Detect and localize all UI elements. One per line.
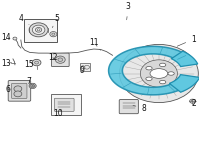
Polygon shape bbox=[171, 51, 198, 67]
Text: 8: 8 bbox=[133, 103, 146, 112]
Circle shape bbox=[35, 27, 42, 32]
FancyBboxPatch shape bbox=[51, 95, 81, 115]
Circle shape bbox=[31, 84, 35, 87]
FancyBboxPatch shape bbox=[119, 100, 138, 114]
Text: 15: 15 bbox=[24, 60, 34, 69]
FancyBboxPatch shape bbox=[54, 98, 74, 111]
Text: 3: 3 bbox=[126, 2, 131, 20]
Ellipse shape bbox=[146, 66, 152, 70]
Text: 5: 5 bbox=[52, 14, 59, 28]
FancyBboxPatch shape bbox=[80, 63, 90, 71]
Ellipse shape bbox=[146, 77, 152, 81]
FancyBboxPatch shape bbox=[8, 81, 31, 101]
FancyBboxPatch shape bbox=[24, 19, 57, 42]
Circle shape bbox=[52, 33, 55, 35]
Circle shape bbox=[35, 61, 39, 64]
Text: 14: 14 bbox=[2, 33, 11, 42]
Text: 11: 11 bbox=[90, 38, 99, 47]
Text: 6: 6 bbox=[5, 85, 10, 94]
Circle shape bbox=[14, 86, 22, 92]
Circle shape bbox=[14, 91, 22, 97]
Circle shape bbox=[50, 32, 57, 37]
Circle shape bbox=[29, 83, 36, 88]
Ellipse shape bbox=[119, 44, 198, 103]
Text: 4: 4 bbox=[19, 14, 29, 25]
Polygon shape bbox=[109, 46, 193, 95]
Circle shape bbox=[32, 25, 45, 35]
Ellipse shape bbox=[160, 80, 166, 84]
Circle shape bbox=[58, 58, 63, 61]
Text: 10: 10 bbox=[53, 109, 63, 118]
Circle shape bbox=[29, 23, 48, 37]
Circle shape bbox=[81, 66, 85, 69]
FancyBboxPatch shape bbox=[51, 53, 69, 66]
Circle shape bbox=[32, 59, 41, 66]
Ellipse shape bbox=[168, 72, 174, 75]
Circle shape bbox=[13, 37, 17, 40]
Text: 13: 13 bbox=[2, 59, 12, 68]
Text: 9: 9 bbox=[80, 66, 84, 75]
Circle shape bbox=[190, 99, 195, 103]
Circle shape bbox=[55, 56, 65, 63]
Circle shape bbox=[37, 29, 40, 31]
Ellipse shape bbox=[150, 69, 168, 78]
FancyBboxPatch shape bbox=[12, 83, 27, 98]
Polygon shape bbox=[169, 75, 200, 92]
Text: 12: 12 bbox=[48, 53, 58, 62]
Ellipse shape bbox=[160, 63, 166, 67]
Ellipse shape bbox=[140, 60, 177, 87]
Text: 7: 7 bbox=[26, 77, 31, 86]
Text: 2: 2 bbox=[191, 99, 196, 108]
Circle shape bbox=[84, 65, 89, 69]
Text: 1: 1 bbox=[177, 35, 196, 46]
